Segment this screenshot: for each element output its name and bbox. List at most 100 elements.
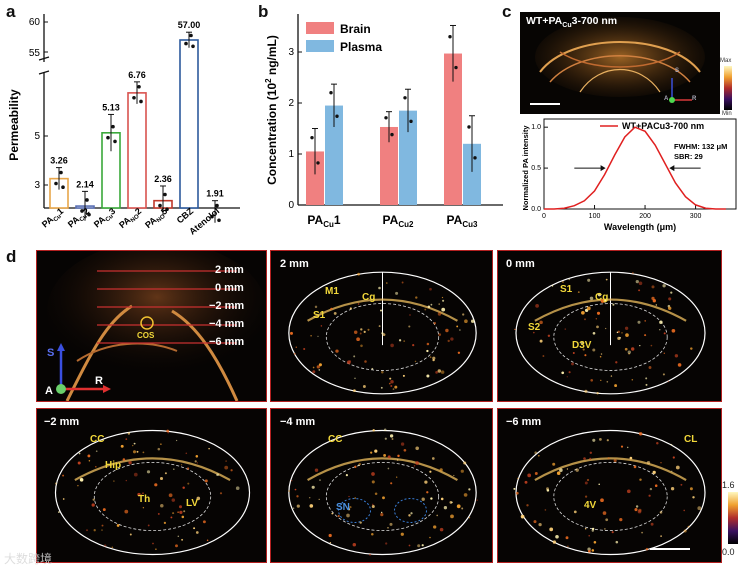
concentration-ylabel: Concentration (102 ng/mL) xyxy=(264,35,279,185)
signal-dot-p2-63 xyxy=(364,360,367,363)
signal-dot-p6-43 xyxy=(589,457,592,460)
signal-dot-p6-79 xyxy=(645,547,649,551)
signal-dot-p2-79 xyxy=(394,385,398,389)
signal-dot-p3-1 xyxy=(639,344,641,347)
point-b-0-1-1 xyxy=(390,132,394,137)
signal-dot-p5-32 xyxy=(352,542,357,547)
signal-dot-p5-58 xyxy=(337,514,340,518)
signal-dot-p4-40 xyxy=(111,546,114,549)
signal-dot-p6-71 xyxy=(591,527,595,531)
signal-dot-p2-62 xyxy=(360,328,363,331)
point-a-0-2 xyxy=(61,185,65,190)
signal-dot-p3-74 xyxy=(662,284,666,288)
signal-dot-p5-65 xyxy=(389,522,393,526)
signal-dot-p6-36 xyxy=(537,454,540,457)
signal-dot-p6-83 xyxy=(604,528,606,530)
signal-dot-p4-33 xyxy=(157,512,160,515)
signal-dot-p5-72 xyxy=(443,506,448,510)
signal-dot-p2-33 xyxy=(290,331,293,335)
signal-dot-p2-30 xyxy=(403,340,406,342)
signal-dot-p3-25 xyxy=(597,292,602,297)
tick-label-c-x-2: 200 xyxy=(639,213,651,220)
signal-dot-p5-76 xyxy=(453,474,455,477)
signal-dot-p5-60 xyxy=(370,451,373,454)
signal-dot-p2-55 xyxy=(357,272,360,276)
signal-dot-p6-7 xyxy=(646,460,651,465)
signal-dot-p3-64 xyxy=(617,330,620,333)
signal-dot-p2-68 xyxy=(429,287,432,291)
signal-dot-p4-11 xyxy=(185,452,188,455)
signal-dot-p2-17 xyxy=(318,363,322,367)
signal-dot-p2-5 xyxy=(293,352,296,355)
signal-dot-p6-52 xyxy=(559,468,563,472)
signal-dot-p3-16 xyxy=(582,348,585,351)
axis-a-d: A xyxy=(45,385,53,397)
signal-dot-p2-21 xyxy=(426,374,430,378)
signal-dot-p6-35 xyxy=(633,465,637,469)
signal-dot-p3-47 xyxy=(645,383,648,386)
tick-5: 5 xyxy=(34,131,40,142)
signal-dot-p6-85 xyxy=(637,509,642,514)
signal-dot-p4-34 xyxy=(87,454,91,458)
point-b-0-2-1 xyxy=(454,65,458,70)
signal-dot-p3-20 xyxy=(674,354,679,358)
signal-dot-p2-43 xyxy=(312,366,315,369)
signal-dot-p3-18 xyxy=(592,348,596,352)
signal-dot-p4-57 xyxy=(120,444,124,448)
colorbar-d-max: 1.6 xyxy=(722,480,735,490)
signal-dot-p6-80 xyxy=(670,443,673,446)
category-b-1: PACu2 xyxy=(383,213,414,229)
point-a-3-1 xyxy=(137,84,141,89)
p5-title: −4 mm xyxy=(280,416,316,428)
signal-dot-p2-0 xyxy=(310,335,312,337)
signal-dot-p6-87 xyxy=(589,451,593,455)
signal-dot-p4-17 xyxy=(195,455,199,458)
signal-dot-p4-43 xyxy=(163,521,167,525)
signal-dot-p6-65 xyxy=(598,483,600,485)
point-b-1-0-1 xyxy=(335,114,339,118)
point-b-0-1-0 xyxy=(384,116,388,120)
signal-dot-p6-19 xyxy=(641,531,644,534)
signal-dot-p4-6 xyxy=(181,515,185,519)
signal-dot-p4-73 xyxy=(125,438,128,440)
point-a-1-1 xyxy=(85,198,89,202)
signal-dot-p6-46 xyxy=(607,457,610,460)
slice-art-p6 xyxy=(513,429,706,556)
signal-dot-p2-56 xyxy=(314,316,316,318)
inner-region-p5 xyxy=(325,462,440,531)
signal-dot-p6-23 xyxy=(683,509,686,512)
slice-art-p3 xyxy=(514,271,706,395)
signal-dot-p4-54 xyxy=(132,450,137,454)
signal-dot-p2-52 xyxy=(435,371,438,374)
signal-dot-p5-66 xyxy=(288,490,290,492)
inner-region-p4 xyxy=(93,462,212,531)
signal-dot-p2-1 xyxy=(353,330,358,335)
signal-dot-p4-32 xyxy=(175,439,178,442)
signal-dot-p4-14 xyxy=(180,464,183,466)
signal-dot-p6-25 xyxy=(584,528,587,530)
signal-dot-p5-13 xyxy=(311,485,315,489)
sn-right-p5 xyxy=(394,498,427,523)
signal-dot-p3-15 xyxy=(632,272,634,274)
point-a-2-2 xyxy=(113,139,117,144)
signal-dot-p4-37 xyxy=(164,472,167,475)
signal-dot-p6-2 xyxy=(605,518,609,522)
axis-s-c: S xyxy=(675,68,680,74)
signal-dot-p4-8 xyxy=(146,470,151,474)
sn-left-p5 xyxy=(338,498,371,523)
signal-dot-p6-47 xyxy=(675,465,680,470)
inner-region-p6 xyxy=(553,462,668,531)
bar-b-brain-2 xyxy=(444,53,462,205)
signal-dot-p5-69 xyxy=(389,434,394,438)
signal-dot-p6-77 xyxy=(588,549,591,553)
point-a-2-1 xyxy=(111,124,115,129)
signal-dot-p4-20 xyxy=(204,479,208,483)
signal-dot-p5-4 xyxy=(382,496,385,500)
signal-dot-p4-82 xyxy=(187,467,190,470)
signal-dot-p3-87 xyxy=(605,278,608,281)
signal-dot-p5-87 xyxy=(396,459,399,461)
scale-bar-d xyxy=(650,548,690,550)
p3-title: 0 mm xyxy=(506,258,535,270)
pa-ylabel: Normalized PA intensity xyxy=(521,125,530,211)
signal-dot-p6-10 xyxy=(620,445,624,448)
